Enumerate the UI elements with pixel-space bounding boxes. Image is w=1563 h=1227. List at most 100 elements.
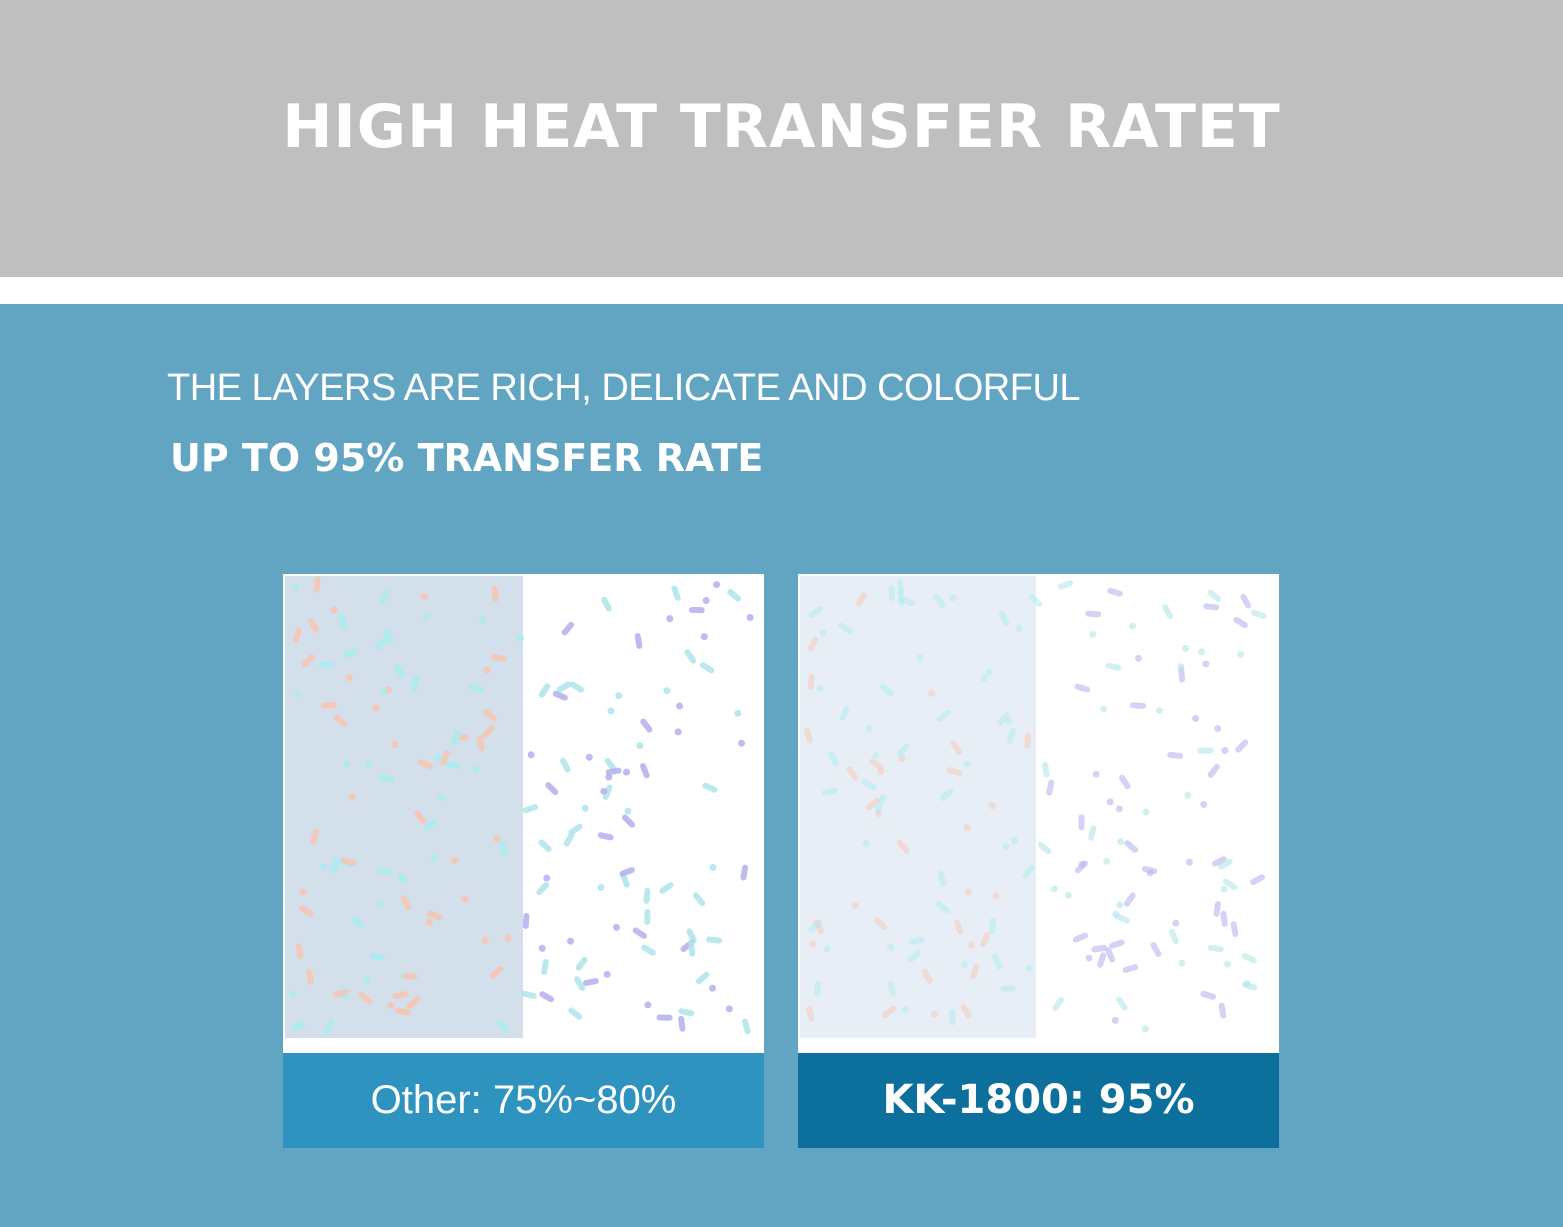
decoration xyxy=(709,863,717,871)
decoration xyxy=(1172,919,1180,927)
decoration xyxy=(1250,874,1265,886)
decoration xyxy=(1029,594,1043,608)
decoration xyxy=(365,761,373,769)
decoration xyxy=(709,984,717,992)
subtitle: THE LAYERS ARE RICH, DELICATE AND COLORF… xyxy=(167,367,1081,409)
decoration xyxy=(1217,858,1233,870)
decoration xyxy=(1141,865,1158,875)
decoration xyxy=(881,1005,897,1018)
decoration xyxy=(953,919,964,935)
decoration xyxy=(746,613,754,621)
decoration xyxy=(1169,928,1179,945)
decoration xyxy=(340,857,357,866)
decoration xyxy=(921,968,933,984)
decoration xyxy=(1224,960,1232,968)
decoration xyxy=(949,594,957,602)
decoration xyxy=(1150,942,1162,957)
decoration xyxy=(1202,660,1210,668)
decoration xyxy=(445,761,461,770)
decoration xyxy=(813,980,821,997)
decoration xyxy=(378,774,395,783)
decoration xyxy=(702,782,718,793)
decoration xyxy=(401,973,418,980)
decoration xyxy=(294,690,302,698)
decoration xyxy=(1050,885,1058,893)
decoration xyxy=(1178,959,1186,967)
decoration xyxy=(1072,932,1089,943)
decoration xyxy=(634,633,643,649)
decoration xyxy=(964,888,972,896)
decoration xyxy=(536,881,550,896)
decoration xyxy=(1207,763,1220,778)
decoration xyxy=(493,834,501,842)
decoration xyxy=(1089,630,1097,638)
decoration xyxy=(816,684,824,692)
decoration xyxy=(1107,587,1123,597)
decoration xyxy=(908,936,925,946)
decoration xyxy=(351,915,365,929)
decoration xyxy=(639,763,650,779)
decoration xyxy=(706,936,723,944)
header: HIGH HEAT TRANSFER RATET xyxy=(0,0,1563,277)
decoration xyxy=(963,760,971,768)
decoration xyxy=(933,593,946,609)
decoration xyxy=(1155,707,1163,715)
decoration xyxy=(1074,683,1091,693)
decoration xyxy=(949,1009,956,1026)
decoration xyxy=(1024,732,1031,749)
panel-label: KK-1800: 95% xyxy=(798,1053,1279,1148)
decoration xyxy=(846,766,859,781)
decoration xyxy=(1220,885,1228,893)
decoration xyxy=(496,1019,510,1034)
decoration xyxy=(1185,858,1193,866)
decoration xyxy=(1105,947,1116,963)
decoration xyxy=(543,874,551,882)
decoration xyxy=(1221,746,1229,754)
decoration xyxy=(377,900,385,908)
decoration xyxy=(384,629,394,645)
decoration xyxy=(1178,666,1186,683)
decoration xyxy=(1200,990,1217,1000)
decoration xyxy=(481,725,495,739)
decoration xyxy=(479,615,487,623)
decoration xyxy=(1207,944,1224,953)
decoration xyxy=(1241,953,1257,964)
decoration xyxy=(392,991,409,1000)
decoration xyxy=(1116,901,1124,909)
decoration xyxy=(1111,1016,1119,1024)
decoration xyxy=(692,892,706,907)
decoration xyxy=(330,858,340,875)
decoration xyxy=(538,683,551,698)
decoration xyxy=(901,1006,909,1014)
decoration xyxy=(333,988,349,998)
decoration xyxy=(320,863,328,871)
decoration xyxy=(1117,838,1125,846)
panel-label: Other: 75%~80% xyxy=(283,1053,764,1148)
decoration xyxy=(1142,808,1150,816)
decoration xyxy=(1214,725,1222,733)
decoration xyxy=(295,943,304,960)
decoration xyxy=(569,681,584,693)
decoration xyxy=(438,794,446,802)
decoration xyxy=(1243,980,1251,988)
decoration xyxy=(866,724,874,732)
decoration xyxy=(838,622,853,634)
decoration xyxy=(504,934,512,942)
decoration xyxy=(522,912,530,929)
decoration xyxy=(380,688,388,696)
decoration xyxy=(468,684,485,693)
decoration xyxy=(330,606,338,614)
decoration xyxy=(597,832,614,841)
decoration xyxy=(1129,702,1146,709)
decoration xyxy=(1042,761,1050,778)
decoration xyxy=(545,782,559,796)
decoration xyxy=(285,576,523,1038)
decoration xyxy=(490,965,504,979)
decoration xyxy=(970,963,980,980)
decoration xyxy=(563,831,575,847)
decoration xyxy=(1105,662,1122,671)
decoration xyxy=(1106,798,1114,806)
decoration xyxy=(624,807,632,815)
decoration xyxy=(676,702,684,710)
decoration xyxy=(713,581,721,589)
